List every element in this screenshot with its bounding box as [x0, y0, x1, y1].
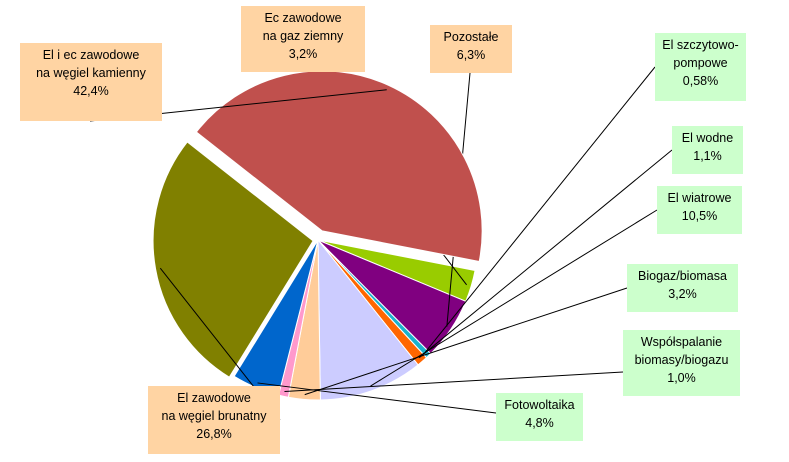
data-label-text: El szczytowo- [662, 38, 739, 52]
data-label-text: El i ec zawodowe [42, 48, 140, 62]
data-label-pozostale: Pozostałe 6,3% [430, 25, 512, 73]
data-label-value: 3,2% [668, 287, 697, 301]
data-label-text: pompowe [673, 56, 728, 70]
data-label-fotowoltaika: Fotowoltaika 4,8% [496, 393, 583, 441]
data-label-text: na węgiel kamienny [36, 66, 146, 80]
data-label-text: Pozostałe [443, 30, 499, 44]
data-label-value: 10,5% [681, 209, 718, 223]
data-label-text: na węgiel brunatny [161, 409, 267, 423]
data-label-text: Ec zawodowe [264, 11, 342, 25]
data-label-value: 1,1% [693, 149, 722, 163]
pie-slice-el-wiatrowe [317, 238, 419, 401]
data-label-el-szczytowo-pompowe: El szczytowo-pompowe 0,58% [655, 33, 746, 101]
data-label-el-i-ec-zawodowe-na-wegiel-kamienny: El i ec zawodowe na węgiel kamienny 42,4% [20, 43, 162, 121]
data-label-value: 26,8% [196, 427, 232, 441]
data-label-value: 0,58% [682, 74, 719, 88]
data-label-value: 4,8% [525, 416, 554, 430]
pie-slice-el-i-ec-zawodowe-na-wegiel-kamienny [195, 70, 483, 263]
data-label-value: 42,4% [73, 84, 109, 98]
data-label-value: 3,2% [288, 47, 318, 61]
data-label-biogaz-biomasa: Biogaz/biomasa 3,2% [627, 264, 738, 312]
data-label-wspolspalanie-biomasy-biogazu: Współspalanie biomasy/biogazu 1,0% [623, 330, 740, 396]
data-label-el-zawodowe-na-wegiel-brunatny: El zawodowe na węgiel brunatny 26,8% [148, 386, 280, 454]
data-label-text: El zawodowe [177, 391, 251, 405]
data-label-text: El wiatrowe [667, 191, 732, 205]
data-label-ec-zawodowe-na-gaz-ziemny: Ec zawodowe na gaz ziemny 3,2% [241, 6, 365, 72]
data-label-text: El wodne [681, 131, 734, 145]
data-label-text: Fotowoltaika [504, 398, 575, 412]
data-label-text: Biogaz/biomasa [638, 269, 727, 283]
pie-slice-el-zawodowe-na-wegiel-brunatny [152, 141, 314, 378]
data-label-value: 1,0% [667, 371, 696, 385]
leader-line-fotowoltaika [257, 382, 497, 414]
leader-line-el-szczytowo-pompowe [424, 66, 656, 353]
leader-line-wspolspalanie-biomasy-biogazu [284, 371, 624, 393]
data-label-value: 6,3% [456, 48, 486, 62]
leader-line-el-wodne [418, 149, 673, 359]
data-label-el-wodne: El wodne 1,1% [672, 126, 743, 174]
data-label-text: biomasy/biogazu [634, 353, 729, 367]
data-label-text: Współspalanie [640, 335, 723, 349]
data-label-text: na gaz ziemny [262, 29, 344, 43]
leader-line-biogaz-biomasa [304, 287, 628, 396]
data-label-el-wiatrowe: El wiatrowe 10,5% [657, 186, 742, 234]
